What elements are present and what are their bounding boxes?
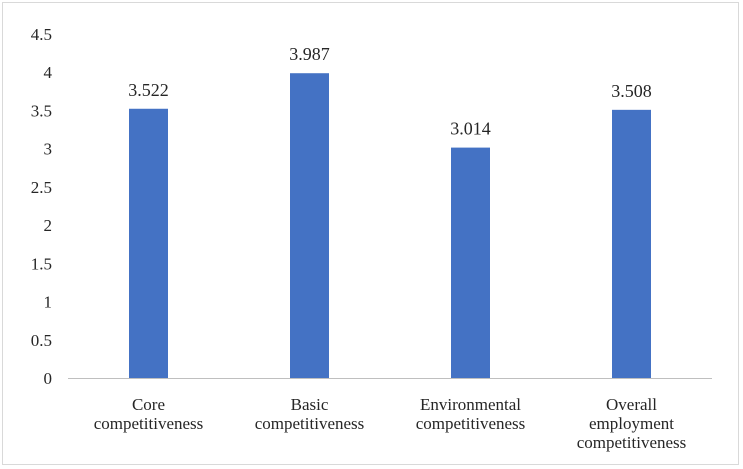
x-tick-label: Basic — [291, 395, 329, 414]
data-label: 3.522 — [128, 80, 169, 100]
x-tick-label: competitiveness — [416, 414, 526, 433]
x-tick-label: Core — [132, 395, 165, 414]
bar — [451, 147, 490, 378]
x-tick-label: competitiveness — [577, 433, 687, 452]
y-tick-label: 2.5 — [31, 178, 52, 197]
bar — [612, 109, 651, 378]
x-tick-label: employment — [589, 414, 674, 433]
y-tick-label: 4 — [44, 63, 53, 82]
y-tick-label: 3.5 — [31, 101, 52, 120]
y-tick-label: 2 — [44, 216, 53, 235]
x-tick-label: Overall — [606, 395, 657, 414]
y-tick-label: 0 — [44, 369, 53, 388]
y-tick-label: 3 — [44, 140, 53, 159]
y-tick-label: 1 — [44, 293, 53, 312]
data-label: 3.014 — [450, 119, 491, 139]
x-tick-label: Environmental — [420, 395, 521, 414]
bar — [129, 108, 168, 378]
y-tick-label: 0.5 — [31, 331, 52, 350]
y-tick-label: 1.5 — [31, 254, 52, 273]
x-tick-label: competitiveness — [94, 414, 204, 433]
data-label: 3.987 — [289, 44, 330, 64]
data-label: 3.508 — [611, 81, 652, 101]
y-tick-label: 4.5 — [31, 25, 52, 44]
x-tick-label: competitiveness — [255, 414, 365, 433]
bar — [290, 73, 329, 378]
